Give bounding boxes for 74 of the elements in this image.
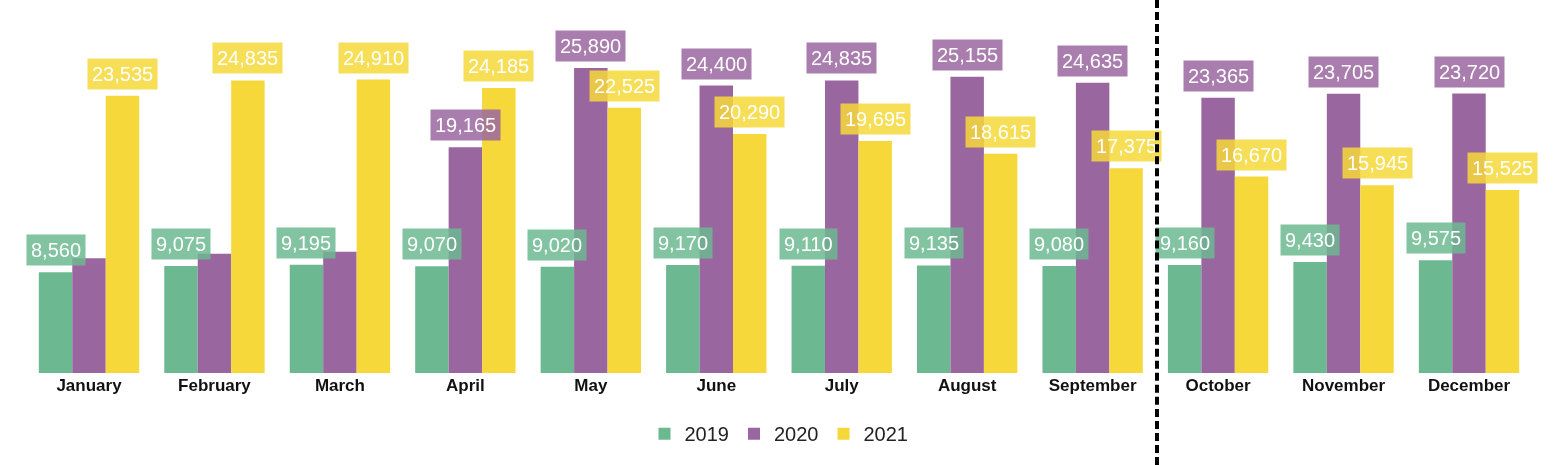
x-tick-label: April	[445, 376, 485, 395]
bar	[105, 95, 140, 373]
data-label: 9,430	[1285, 229, 1336, 251]
bar	[415, 266, 449, 373]
x-tick-label: February	[178, 376, 252, 395]
bar	[858, 140, 892, 373]
x-tick-label: June	[696, 376, 737, 395]
data-label: 9,170	[658, 232, 709, 254]
bar	[323, 251, 357, 373]
bar	[38, 272, 73, 373]
data-label: 9,020	[532, 234, 583, 256]
data-label: 24,400	[686, 53, 748, 75]
data-label: 24,910	[343, 47, 405, 69]
data-label: 25,890	[560, 35, 622, 57]
bar	[607, 107, 641, 373]
data-label: 9,110	[784, 233, 833, 255]
bar	[733, 133, 767, 373]
legend-label: 2021	[863, 423, 908, 446]
bar	[164, 266, 198, 373]
data-label: 20,290	[719, 101, 781, 123]
data-label: 19,165	[435, 114, 497, 136]
data-label: 24,835	[217, 47, 279, 69]
data-label: 23,720	[1439, 61, 1501, 83]
bar	[1485, 190, 1520, 373]
data-label: 19,695	[845, 108, 907, 130]
bar	[1234, 176, 1269, 373]
data-label: 15,525	[1472, 157, 1534, 179]
x-tick-label: November	[1301, 376, 1386, 395]
data-label: 8,560	[31, 239, 82, 261]
data-label: 23,365	[1188, 65, 1250, 87]
bar	[540, 266, 575, 373]
data-label: 24,835	[811, 47, 873, 69]
bar	[72, 258, 106, 373]
bar	[983, 153, 1018, 373]
bar	[197, 253, 232, 373]
legend-label: 2019	[684, 423, 729, 446]
bar	[1042, 266, 1076, 373]
data-label: 23,535	[92, 63, 154, 85]
bar	[1167, 265, 1202, 373]
data-label: 25,155	[937, 44, 999, 66]
x-tick-label: May	[574, 376, 608, 395]
bar	[289, 264, 324, 373]
data-label: 24,185	[468, 55, 530, 77]
data-label: 17,375	[1096, 135, 1158, 157]
bar	[666, 264, 700, 373]
bar	[1418, 260, 1453, 373]
data-label: 9,195	[281, 232, 332, 254]
x-tick-label: March	[314, 376, 365, 395]
legend-label: 2020	[774, 423, 819, 446]
data-label: 9,075	[156, 233, 207, 255]
x-tick-label: December	[1427, 376, 1511, 395]
bar	[1109, 168, 1143, 373]
data-label: 16,670	[1221, 144, 1283, 166]
data-label: 9,160	[1160, 232, 1211, 254]
data-label: 18,615	[970, 121, 1032, 143]
x-tick-label: September	[1048, 376, 1137, 395]
bar	[1293, 261, 1327, 373]
data-label: 9,080	[1034, 233, 1085, 255]
data-label: 22,525	[594, 75, 656, 97]
data-label: 23,705	[1313, 61, 1375, 83]
x-tick-label: August	[937, 376, 997, 395]
data-label: 15,945	[1347, 152, 1409, 174]
x-tick-label: January	[56, 376, 123, 395]
bar	[791, 265, 825, 373]
x-tick-label: July	[824, 376, 860, 395]
x-tick-label: October	[1185, 376, 1252, 395]
bar	[231, 80, 265, 373]
data-label: 24,635	[1062, 50, 1124, 72]
data-label: 9,070	[407, 233, 458, 255]
bar	[356, 79, 391, 373]
data-label: 9,575	[1411, 227, 1462, 249]
data-label: 9,135	[909, 232, 960, 254]
bar	[917, 265, 951, 373]
bar	[1360, 185, 1394, 373]
